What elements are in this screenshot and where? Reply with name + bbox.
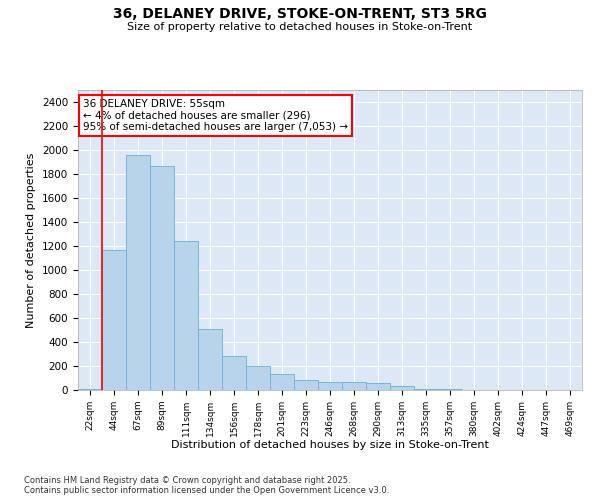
Text: Contains HM Land Registry data © Crown copyright and database right 2025.
Contai: Contains HM Land Registry data © Crown c…	[24, 476, 389, 495]
Bar	[390, 386, 414, 390]
Bar	[102, 250, 126, 390]
Y-axis label: Number of detached properties: Number of detached properties	[26, 152, 37, 328]
Bar	[126, 155, 150, 390]
Bar	[342, 382, 366, 390]
Text: Size of property relative to detached houses in Stoke-on-Trent: Size of property relative to detached ho…	[127, 22, 473, 32]
Bar	[150, 166, 174, 390]
Bar	[78, 389, 102, 390]
Bar	[198, 329, 222, 390]
Bar	[270, 374, 294, 390]
Text: 36 DELANEY DRIVE: 55sqm
← 4% of detached houses are smaller (296)
95% of semi-de: 36 DELANEY DRIVE: 55sqm ← 4% of detached…	[83, 99, 348, 132]
Bar	[318, 382, 342, 390]
Bar	[246, 366, 270, 390]
Bar	[222, 356, 246, 390]
Bar	[294, 380, 318, 390]
X-axis label: Distribution of detached houses by size in Stoke-on-Trent: Distribution of detached houses by size …	[171, 440, 489, 450]
Bar	[414, 389, 438, 390]
Text: 36, DELANEY DRIVE, STOKE-ON-TRENT, ST3 5RG: 36, DELANEY DRIVE, STOKE-ON-TRENT, ST3 5…	[113, 8, 487, 22]
Bar	[174, 241, 198, 390]
Bar	[366, 383, 390, 390]
